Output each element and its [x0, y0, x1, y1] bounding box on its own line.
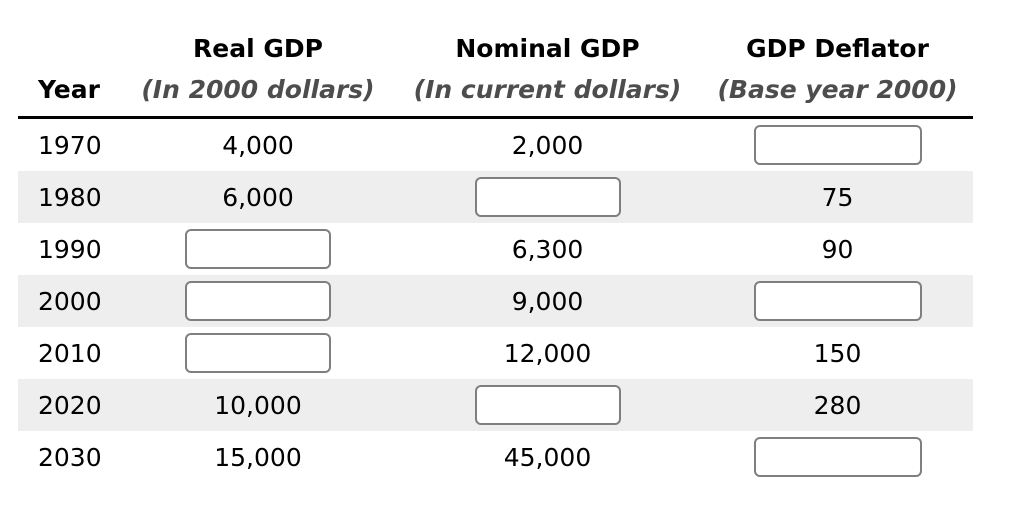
year-cell: 1990: [38, 234, 102, 264]
gdp-deflator-table: Year Real GDP (In 2000 dollars) Nominal …: [18, 20, 973, 483]
nominal-gdp-cell: 6,300: [511, 234, 584, 264]
real-gdp-cell: [123, 327, 393, 379]
real-gdp-input-2010[interactable]: [185, 333, 331, 373]
table-row-2020: 2020 10,000 280: [18, 379, 973, 431]
table-row-2000: 2000 9,000: [18, 275, 973, 327]
year-column-label: Year: [38, 75, 100, 104]
real-gdp-subtitle: (In 2000 dollars): [141, 75, 375, 104]
col-header-gdp-deflator: GDP Deflator (Base year 2000): [702, 20, 973, 119]
year-cell: 2020: [38, 390, 102, 420]
real-gdp-cell: 10,000: [214, 390, 302, 420]
gdp-deflator-cell: [702, 431, 973, 483]
gdp-deflator-input-2000[interactable]: [753, 281, 922, 321]
gdp-deflator-cell: 280: [813, 390, 862, 420]
nominal-gdp-cell: 2,000: [511, 130, 584, 160]
nominal-gdp-cell: 45,000: [503, 442, 592, 472]
table-row-2030: 2030 15,000 45,000: [18, 431, 973, 483]
year-cell: 2030: [38, 442, 102, 472]
real-gdp-input-2000[interactable]: [185, 281, 331, 321]
gdp-deflator-input-2030[interactable]: [753, 437, 922, 477]
col-header-year: Year: [18, 20, 123, 119]
header-spacer: [18, 28, 123, 69]
year-cell: 1970: [38, 130, 102, 160]
nominal-gdp-input-2020[interactable]: [474, 385, 621, 425]
gdp-deflator-cell: [702, 118, 973, 172]
real-gdp-cell: [123, 223, 393, 275]
year-cell: 2000: [38, 286, 102, 316]
col-header-real-gdp: Real GDP (In 2000 dollars): [123, 20, 393, 119]
table-header: Year Real GDP (In 2000 dollars) Nominal …: [18, 20, 973, 119]
table-row-1980: 1980 6,000 75: [18, 171, 973, 223]
nominal-gdp-cell: 12,000: [503, 338, 592, 368]
nominal-gdp-title: Nominal GDP: [455, 34, 640, 63]
real-gdp-cell: 15,000: [214, 442, 302, 472]
gdp-deflator-input-1970[interactable]: [753, 125, 922, 165]
nominal-gdp-input-1980[interactable]: [474, 177, 621, 217]
gdp-deflator-cell: 75: [821, 182, 854, 212]
nominal-gdp-cell: [393, 171, 702, 223]
nominal-gdp-cell: [393, 379, 702, 431]
table-row-1970: 1970 4,000 2,000: [18, 118, 973, 172]
gdp-deflator-subtitle: (Base year 2000): [717, 75, 958, 104]
year-cell: 1980: [38, 182, 102, 212]
gdp-deflator-cell: 90: [821, 234, 854, 264]
nominal-gdp-cell: 9,000: [511, 286, 584, 316]
table-row-1990: 1990 6,300 90: [18, 223, 973, 275]
table-row-2010: 2010 12,000 150: [18, 327, 973, 379]
col-header-nominal-gdp: Nominal GDP (In current dollars): [393, 20, 702, 119]
real-gdp-cell: 6,000: [222, 182, 294, 212]
gdp-deflator-cell: [702, 275, 973, 327]
table-body: 1970 4,000 2,000 1980 6,000 75 1990: [18, 118, 973, 484]
gdp-deflator-title: GDP Deflator: [746, 34, 929, 63]
gdp-deflator-cell: 150: [813, 338, 862, 368]
real-gdp-input-1990[interactable]: [185, 229, 331, 269]
real-gdp-cell: [123, 275, 393, 327]
nominal-gdp-subtitle: (In current dollars): [413, 75, 682, 104]
year-cell: 2010: [38, 338, 102, 368]
real-gdp-cell: 4,000: [222, 130, 294, 160]
real-gdp-title: Real GDP: [193, 34, 323, 63]
